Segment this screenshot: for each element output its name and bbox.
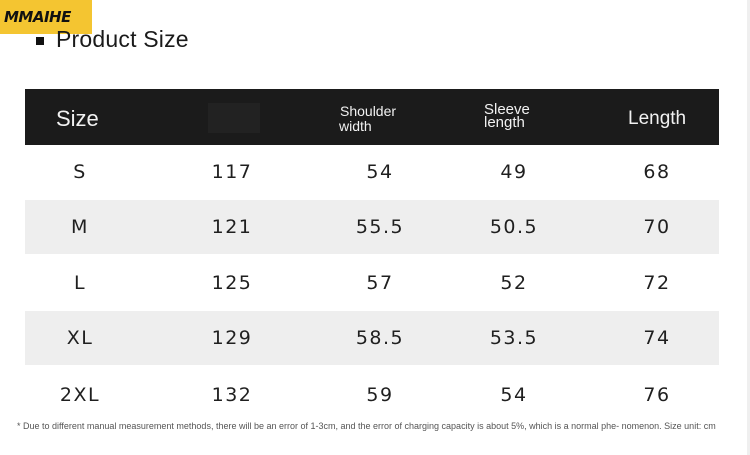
edge-divider bbox=[747, 0, 750, 455]
cell-sleeve: 50.5 bbox=[489, 216, 539, 238]
section-heading: Product Size bbox=[36, 26, 189, 53]
cell-chest: 125 bbox=[211, 272, 253, 294]
bullet-icon bbox=[36, 36, 44, 45]
cell-size: XL bbox=[66, 327, 94, 349]
cell-chest: 121 bbox=[211, 216, 253, 238]
cell-size: S bbox=[73, 161, 87, 183]
logo-text: MMAIHE bbox=[4, 8, 71, 26]
logo-badge bbox=[2, 6, 90, 30]
cell-sleeve: 54 bbox=[500, 384, 528, 406]
cell-length: 70 bbox=[643, 216, 671, 238]
cell-shoulder: 58.5 bbox=[355, 327, 405, 349]
cell-size: 2XL bbox=[59, 384, 101, 406]
cell-sleeve: 52 bbox=[500, 272, 528, 294]
brand-logo: MMAIHE bbox=[0, 0, 92, 34]
cell-sleeve: 49 bbox=[500, 161, 528, 183]
header-shoulder-line1: Shoulder bbox=[340, 103, 397, 119]
header-length: Length bbox=[628, 108, 687, 129]
header-sleeve-line1: Sleeve bbox=[484, 101, 530, 118]
cell-size: M bbox=[71, 216, 89, 238]
header-chest-blank bbox=[208, 103, 260, 133]
cell-sleeve: 53.5 bbox=[489, 327, 539, 349]
cell-length: 68 bbox=[643, 161, 671, 183]
cell-chest: 129 bbox=[211, 327, 253, 349]
table-row: S 117 54 49 68 bbox=[25, 145, 719, 199]
header-size: Size bbox=[56, 106, 99, 131]
header-sleeve: Sleeve length bbox=[484, 101, 564, 131]
cell-length: 76 bbox=[643, 384, 671, 406]
footnote: * Due to different manual measurement me… bbox=[17, 421, 716, 431]
table-row: XL 129 58.5 53.5 74 bbox=[25, 311, 719, 365]
header-shoulder-line2: width bbox=[339, 118, 372, 134]
cell-shoulder: 57 bbox=[366, 272, 394, 294]
header-shoulder: Shoulder width bbox=[339, 103, 420, 134]
cell-shoulder: 54 bbox=[366, 161, 394, 183]
cell-shoulder: 59 bbox=[366, 384, 394, 406]
cell-size: L bbox=[73, 272, 87, 294]
table-row: M 121 55.5 50.5 70 bbox=[25, 200, 719, 254]
cell-length: 72 bbox=[643, 272, 671, 294]
cell-chest: 132 bbox=[211, 384, 253, 406]
cell-length: 74 bbox=[643, 327, 671, 349]
cell-chest: 117 bbox=[211, 161, 253, 183]
size-table-header: Size Shoulder width Sleeve length Length bbox=[25, 89, 719, 145]
header-sleeve-line2: length bbox=[484, 114, 525, 131]
table-row: 2XL 132 59 54 76 bbox=[25, 368, 719, 422]
page-title: Product Size bbox=[56, 26, 189, 52]
cell-shoulder: 55.5 bbox=[355, 216, 405, 238]
table-row: L 125 57 52 72 bbox=[25, 256, 719, 310]
